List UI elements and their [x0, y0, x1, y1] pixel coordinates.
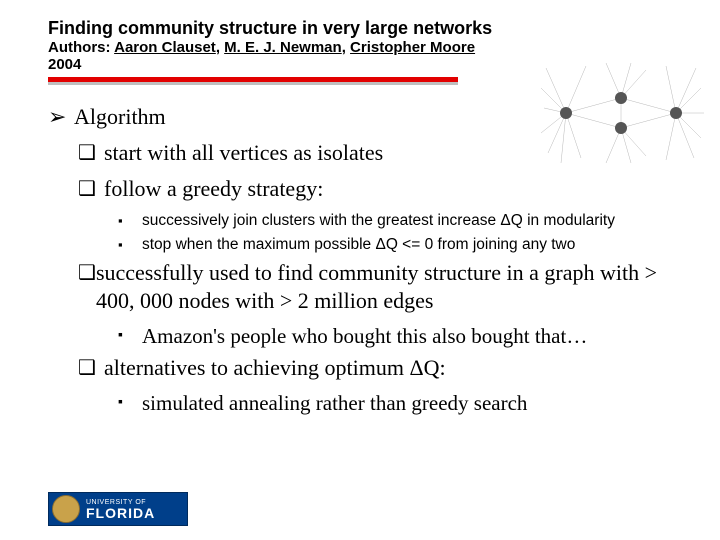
- bullet-text: successfully used to find community stru…: [96, 259, 680, 315]
- bullet-text: simulated annealing rather than greedy s…: [142, 390, 527, 417]
- small-square-bullet-icon: ▪: [118, 327, 142, 354]
- bullet-sim-anneal: ▪ simulated annealing rather than greedy…: [118, 390, 680, 417]
- square-bullet-icon: ❑: [78, 356, 104, 384]
- authors-line: Authors: Aaron Clauset, M. E. J. Newman,…: [48, 39, 680, 56]
- square-bullet-icon: ❑: [78, 261, 96, 317]
- bullet-text: Algorithm: [74, 103, 166, 131]
- square-bullet-icon: ❑: [78, 177, 104, 205]
- network-graph-icon: [536, 58, 706, 168]
- small-square-bullet-icon: ▪: [118, 213, 142, 233]
- sep: ,: [342, 39, 350, 56]
- bullet-text: stop when the maximum possible ΔQ <= 0 f…: [142, 235, 575, 255]
- bullet-stop-when: ▪ stop when the maximum possible ΔQ <= 0…: [118, 235, 680, 255]
- authors-prefix: Authors:: [48, 39, 114, 56]
- arrow-bullet-icon: ➢: [48, 103, 74, 131]
- author-link-2[interactable]: Cristopher Moore: [350, 39, 475, 56]
- author-link-0[interactable]: Aaron Clauset: [114, 39, 216, 56]
- divider-shadow: [48, 82, 458, 85]
- slide-title: Finding community structure in very larg…: [48, 18, 680, 39]
- bullet-greedy: ❑ follow a greedy strategy:: [78, 175, 680, 203]
- logo-seal-icon: [52, 495, 80, 523]
- bullet-text: Amazon's people who bought this also bou…: [142, 323, 587, 350]
- bullet-alternatives: ❑ alternatives to achieving optimum ΔQ:: [78, 354, 680, 382]
- bullet-text: successively join clusters with the grea…: [142, 211, 615, 231]
- sep: ,: [216, 39, 224, 56]
- bullet-success-graph: ❑ successfully used to find community st…: [78, 259, 680, 315]
- small-square-bullet-icon: ▪: [118, 394, 142, 421]
- bullet-text: start with all vertices as isolates: [104, 139, 383, 167]
- author-link-1[interactable]: M. E. J. Newman: [224, 39, 342, 56]
- bullet-amazon: ▪ Amazon's people who bought this also b…: [118, 323, 680, 350]
- bullet-text: follow a greedy strategy:: [104, 175, 323, 203]
- square-bullet-icon: ❑: [78, 141, 104, 169]
- university-logo: UNIVERSITY OF FLORIDA: [48, 492, 188, 526]
- logo-text: UNIVERSITY OF FLORIDA: [86, 499, 155, 520]
- bullet-join-clusters: ▪ successively join clusters with the gr…: [118, 211, 680, 231]
- bullet-text: alternatives to achieving optimum ΔQ:: [104, 354, 446, 382]
- small-square-bullet-icon: ▪: [118, 237, 142, 257]
- logo-line2: FLORIDA: [86, 506, 155, 520]
